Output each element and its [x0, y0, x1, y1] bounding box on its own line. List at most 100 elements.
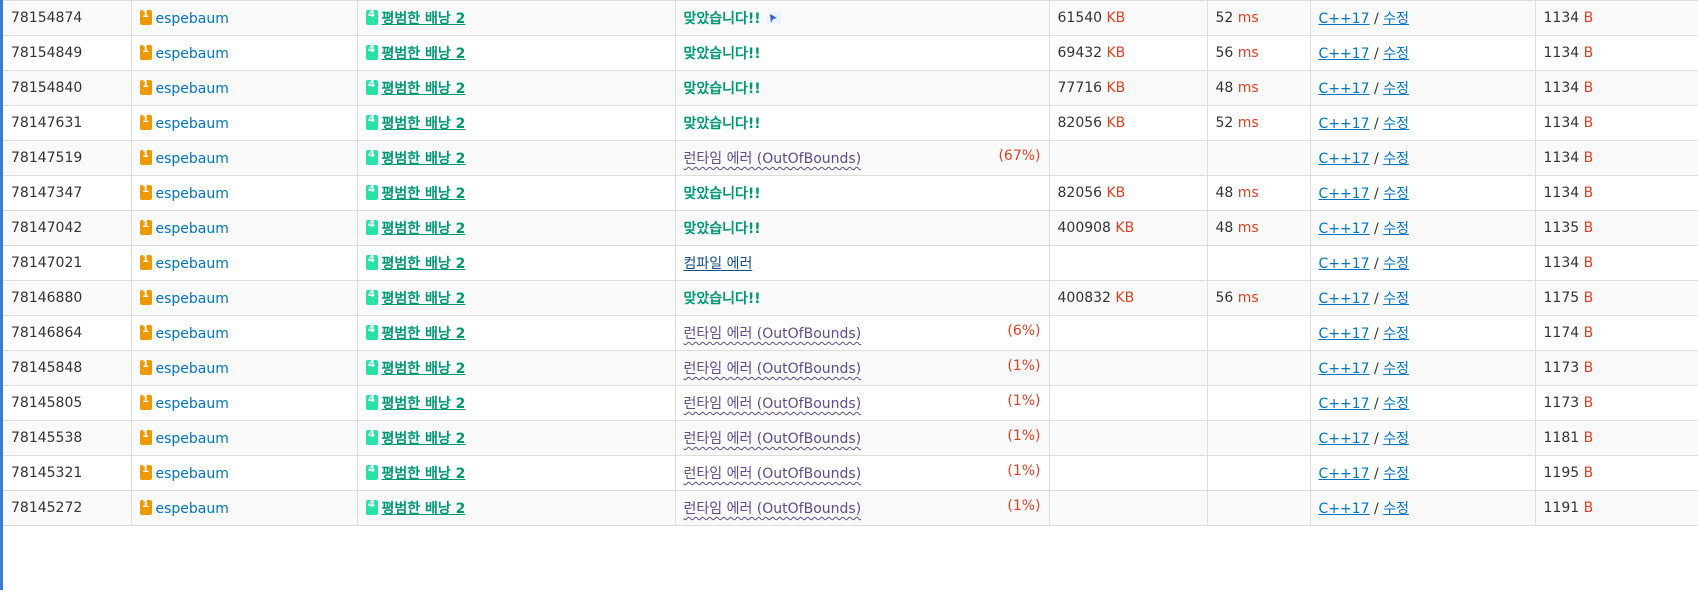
problem-link[interactable]: 평범한 배낭 2 [381, 151, 466, 167]
problem-link[interactable]: 평범한 배낭 2 [381, 326, 466, 342]
bronze-tier-1-icon [139, 44, 152, 60]
problem-link[interactable]: 평범한 배낭 2 [381, 116, 466, 132]
language-link[interactable]: C++17 [1318, 256, 1370, 272]
problem-cell: 평범한 배낭 2 [357, 490, 676, 526]
memory-cell: 82056 KB [1049, 105, 1208, 141]
user-cell: espebaum [131, 210, 358, 246]
code-length-unit: B [1583, 395, 1594, 411]
user-link[interactable]: espebaum [155, 45, 229, 62]
result-text[interactable]: 런타임 에러 (OutOfBounds) [683, 361, 862, 377]
problem-link[interactable]: 평범한 배낭 2 [381, 291, 466, 307]
problem-link[interactable]: 평범한 배낭 2 [381, 81, 466, 97]
user-link[interactable]: espebaum [155, 115, 229, 132]
edit-link[interactable]: 수정 [1383, 186, 1409, 202]
edit-link[interactable]: 수정 [1383, 116, 1409, 132]
user-link[interactable]: espebaum [155, 220, 229, 237]
user-link[interactable]: espebaum [155, 150, 229, 167]
edit-link[interactable]: 수정 [1383, 81, 1409, 97]
user-link[interactable]: espebaum [155, 465, 229, 482]
edit-link[interactable]: 수정 [1383, 256, 1409, 272]
language-link[interactable]: C++17 [1318, 431, 1370, 447]
user-link[interactable]: espebaum [155, 430, 229, 447]
language-link[interactable]: C++17 [1318, 221, 1370, 237]
submission-rows: 78154874 espebaum 평범한 배낭 2 맞았습니다!! 61540… [3, 0, 1698, 526]
result-percent: (1%) [1007, 393, 1041, 409]
user-link[interactable]: espebaum [155, 500, 229, 517]
user-cell: espebaum [131, 70, 358, 106]
result-text[interactable]: 런타임 에러 (OutOfBounds) [683, 326, 862, 342]
language-link[interactable]: C++17 [1318, 291, 1370, 307]
user-link[interactable]: espebaum [155, 290, 229, 307]
problem-link[interactable]: 평범한 배낭 2 [381, 466, 466, 482]
edit-link[interactable]: 수정 [1383, 221, 1409, 237]
code-length-cell: 1195 B [1535, 455, 1698, 491]
language-link[interactable]: C++17 [1318, 81, 1370, 97]
result-text[interactable]: 런타임 에러 (OutOfBounds) [683, 431, 862, 447]
result-text: 맞았습니다!! [683, 221, 761, 237]
edit-link[interactable]: 수정 [1383, 326, 1409, 342]
language-separator: / [1374, 11, 1379, 27]
user-link[interactable]: espebaum [155, 185, 229, 202]
problem-link[interactable]: 평범한 배낭 2 [381, 221, 466, 237]
user-link[interactable]: espebaum [155, 395, 229, 412]
user-cell: espebaum [131, 315, 358, 351]
user-link[interactable]: espebaum [155, 360, 229, 377]
user-link[interactable]: espebaum [155, 255, 229, 272]
memory-unit: KB [1106, 10, 1126, 26]
code-length-cell: 1134 B [1535, 70, 1698, 106]
problem-link[interactable]: 평범한 배낭 2 [381, 501, 466, 517]
user-link[interactable]: espebaum [155, 10, 229, 27]
language-link[interactable]: C++17 [1318, 46, 1370, 62]
code-length-value: 1134 [1543, 255, 1580, 271]
edit-link[interactable]: 수정 [1383, 396, 1409, 412]
submission-row: 78147042 espebaum 평범한 배낭 2 맞았습니다!! 40090… [3, 210, 1698, 246]
result-text: 맞았습니다!! [683, 46, 761, 62]
bronze-tier-1-icon [139, 219, 152, 235]
solution-id: 78145272 [11, 500, 83, 516]
problem-link[interactable]: 평범한 배낭 2 [381, 361, 466, 377]
language-link[interactable]: C++17 [1318, 326, 1370, 342]
memory-unit: KB [1106, 115, 1126, 131]
language-link[interactable]: C++17 [1318, 501, 1370, 517]
result-text[interactable]: 런타임 에러 (OutOfBounds) [683, 151, 862, 167]
language-link[interactable]: C++17 [1318, 396, 1370, 412]
user-cell: espebaum [131, 35, 358, 71]
time-value: 48 [1215, 80, 1234, 96]
language-link[interactable]: C++17 [1318, 116, 1370, 132]
language-link[interactable]: C++17 [1318, 11, 1370, 27]
user-cell: espebaum [131, 280, 358, 316]
language-link[interactable]: C++17 [1318, 466, 1370, 482]
language-link[interactable]: C++17 [1318, 186, 1370, 202]
user-cell: espebaum [131, 455, 358, 491]
language-link[interactable]: C++17 [1318, 361, 1370, 377]
user-link[interactable]: espebaum [155, 325, 229, 342]
problem-link[interactable]: 평범한 배낭 2 [381, 46, 466, 62]
edit-link[interactable]: 수정 [1383, 46, 1409, 62]
edit-link[interactable]: 수정 [1383, 291, 1409, 307]
time-cell: 52 ms [1207, 105, 1311, 141]
problem-cell: 평범한 배낭 2 [357, 280, 676, 316]
problem-link[interactable]: 평범한 배낭 2 [381, 256, 466, 272]
solution-id-cell: 78147347 [3, 175, 132, 211]
result-text[interactable]: 런타임 에러 (OutOfBounds) [683, 466, 862, 482]
language-cell: C++17 / 수정 [1310, 455, 1536, 491]
edit-link[interactable]: 수정 [1383, 431, 1409, 447]
edit-link[interactable]: 수정 [1383, 466, 1409, 482]
bronze-tier-1-icon [139, 79, 152, 95]
result-text[interactable]: 컴파일 에러 [683, 256, 753, 272]
result-text[interactable]: 런타임 에러 (OutOfBounds) [683, 501, 862, 517]
result-text[interactable]: 런타임 에러 (OutOfBounds) [683, 396, 862, 412]
problem-link[interactable]: 평범한 배낭 2 [381, 186, 466, 202]
language-cell: C++17 / 수정 [1310, 140, 1536, 176]
edit-link[interactable]: 수정 [1383, 501, 1409, 517]
problem-link[interactable]: 평범한 배낭 2 [381, 431, 466, 447]
bronze-tier-1-icon [139, 254, 152, 270]
code-length-value: 1195 [1543, 465, 1580, 481]
user-link[interactable]: espebaum [155, 80, 229, 97]
problem-link[interactable]: 평범한 배낭 2 [381, 11, 466, 27]
edit-link[interactable]: 수정 [1383, 361, 1409, 377]
language-link[interactable]: C++17 [1318, 151, 1370, 167]
problem-link[interactable]: 평범한 배낭 2 [381, 396, 466, 412]
edit-link[interactable]: 수정 [1383, 11, 1409, 27]
edit-link[interactable]: 수정 [1383, 151, 1409, 167]
